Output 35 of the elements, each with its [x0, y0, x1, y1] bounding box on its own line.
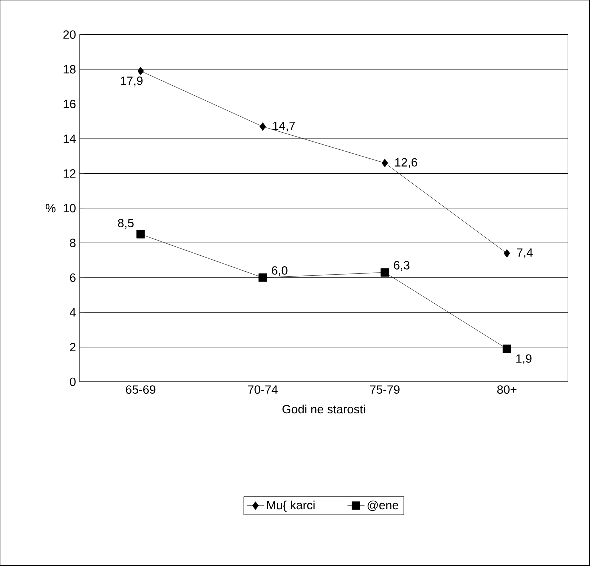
- x-axis-title: Godi ne starosti: [282, 404, 366, 414]
- y-tick-label: 20: [64, 30, 76, 40]
- y-tick-label: 12: [64, 170, 76, 178]
- y-tick-label: 2: [70, 343, 76, 352]
- x-tick-label: 80+: [498, 386, 517, 394]
- text: 8,5: [118, 219, 134, 229]
- text: 6,0: [272, 266, 288, 276]
- y-tick-label: 6: [70, 274, 76, 282]
- legend-label: Mu{ karci: [267, 500, 315, 512]
- text: 14,7: [273, 122, 296, 132]
- x-tick-label: 75-79: [370, 386, 400, 394]
- y-tick-label: 14: [64, 134, 76, 144]
- y-tick-label: 4: [70, 308, 76, 317]
- text: 7,4: [517, 248, 533, 258]
- y-tick-label: 0: [70, 378, 76, 386]
- point: [260, 122, 266, 132]
- point: [136, 230, 146, 239]
- text: 17,9: [121, 76, 143, 87]
- text: 12,6: [396, 158, 418, 168]
- y-axis-title: %: [46, 204, 56, 213]
- y-tick-label: 10: [64, 204, 76, 213]
- point: [138, 67, 144, 76]
- x-tick-label: 65-69: [126, 386, 156, 394]
- y-tick-label: 16: [64, 100, 76, 108]
- point: [380, 268, 390, 277]
- point: [382, 159, 388, 168]
- text: 1,9: [516, 354, 532, 364]
- point: [502, 344, 512, 354]
- legend-label: @ene: [368, 500, 398, 512]
- point: [504, 249, 510, 258]
- point: [258, 274, 268, 282]
- x-tick-label: 70-74: [248, 386, 278, 394]
- y-tick-label: 8: [70, 238, 76, 248]
- y-tick-label: 18: [64, 65, 76, 74]
- text: 6,3: [394, 261, 410, 272]
